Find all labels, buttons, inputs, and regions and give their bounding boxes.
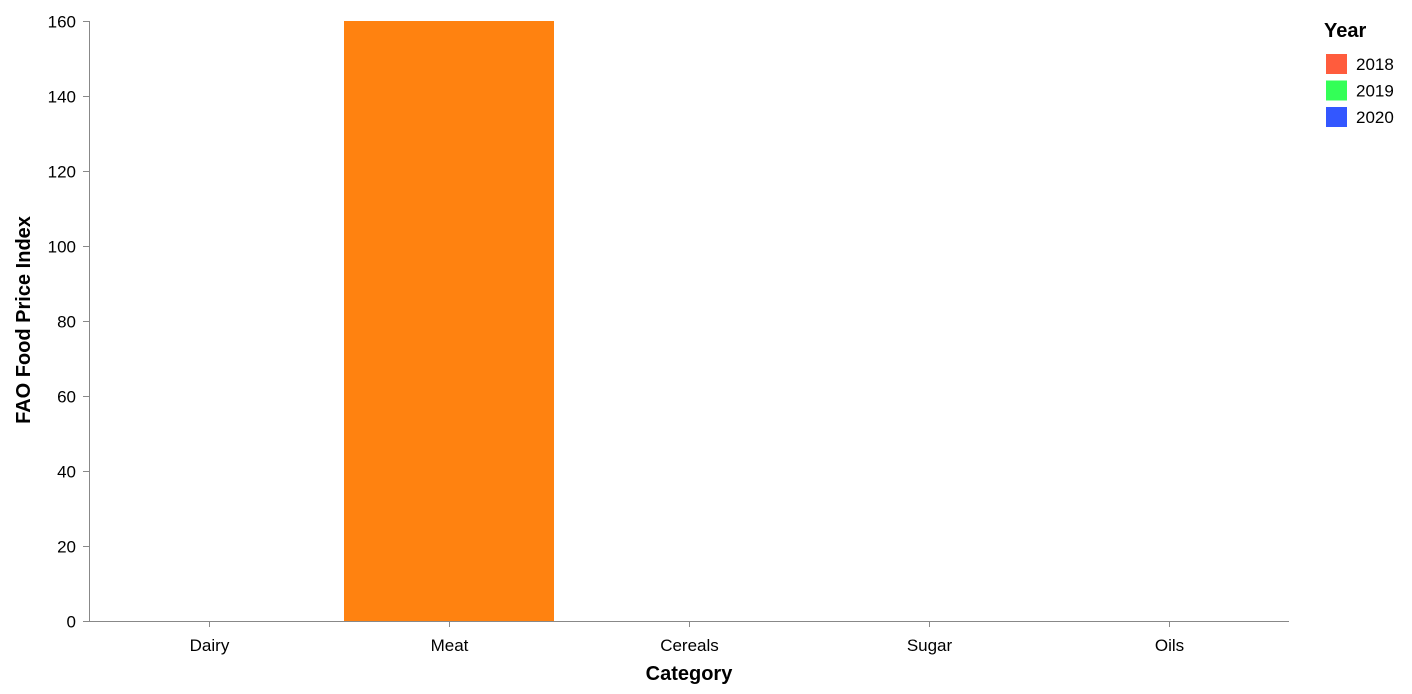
legend-swatch xyxy=(1326,80,1347,101)
x-axis-ticks: Dairy Meat Cereals Sugar Oils xyxy=(190,621,1184,655)
y-tick-label: 100 xyxy=(48,238,76,257)
x-tick-label: Dairy xyxy=(190,636,230,655)
y-tick-label: 80 xyxy=(57,313,76,332)
y-axis-title: FAO Food Price Index xyxy=(13,216,35,424)
y-tick-label: 60 xyxy=(57,388,76,407)
x-tick-label: Sugar xyxy=(907,636,953,655)
legend-swatch xyxy=(1326,54,1347,74)
legend-label: 2020 xyxy=(1356,108,1394,127)
y-tick-label: 20 xyxy=(57,538,76,557)
x-tick-label: Cereals xyxy=(660,636,719,655)
legend-label: 2018 xyxy=(1356,55,1394,74)
bars-layer xyxy=(344,21,554,621)
legend: Year 2018 2019 2020 xyxy=(1324,20,1394,127)
y-tick-label: 120 xyxy=(48,163,76,182)
y-tick-label: 0 xyxy=(67,613,76,632)
x-tick-label: Oils xyxy=(1155,636,1184,655)
y-tick-label: 40 xyxy=(57,463,76,482)
axes-layer: 0 20 40 60 80 100 120 140 160 Dairy Meat Cereals Su… xyxy=(48,13,1289,655)
bar-meat xyxy=(344,21,554,621)
legend-title: Year xyxy=(1324,20,1366,42)
legend-swatch xyxy=(1326,107,1347,127)
x-axis-title: Category xyxy=(646,663,734,685)
y-axis-ticks: 0 20 40 60 80 100 120 140 160 xyxy=(48,13,89,632)
legend-label: 2019 xyxy=(1356,82,1394,101)
y-tick-label: 160 xyxy=(48,13,76,32)
y-tick-label: 140 xyxy=(48,88,76,107)
x-tick-label: Meat xyxy=(431,636,469,655)
legend-items: 2018 2019 2020 xyxy=(1326,54,1394,127)
